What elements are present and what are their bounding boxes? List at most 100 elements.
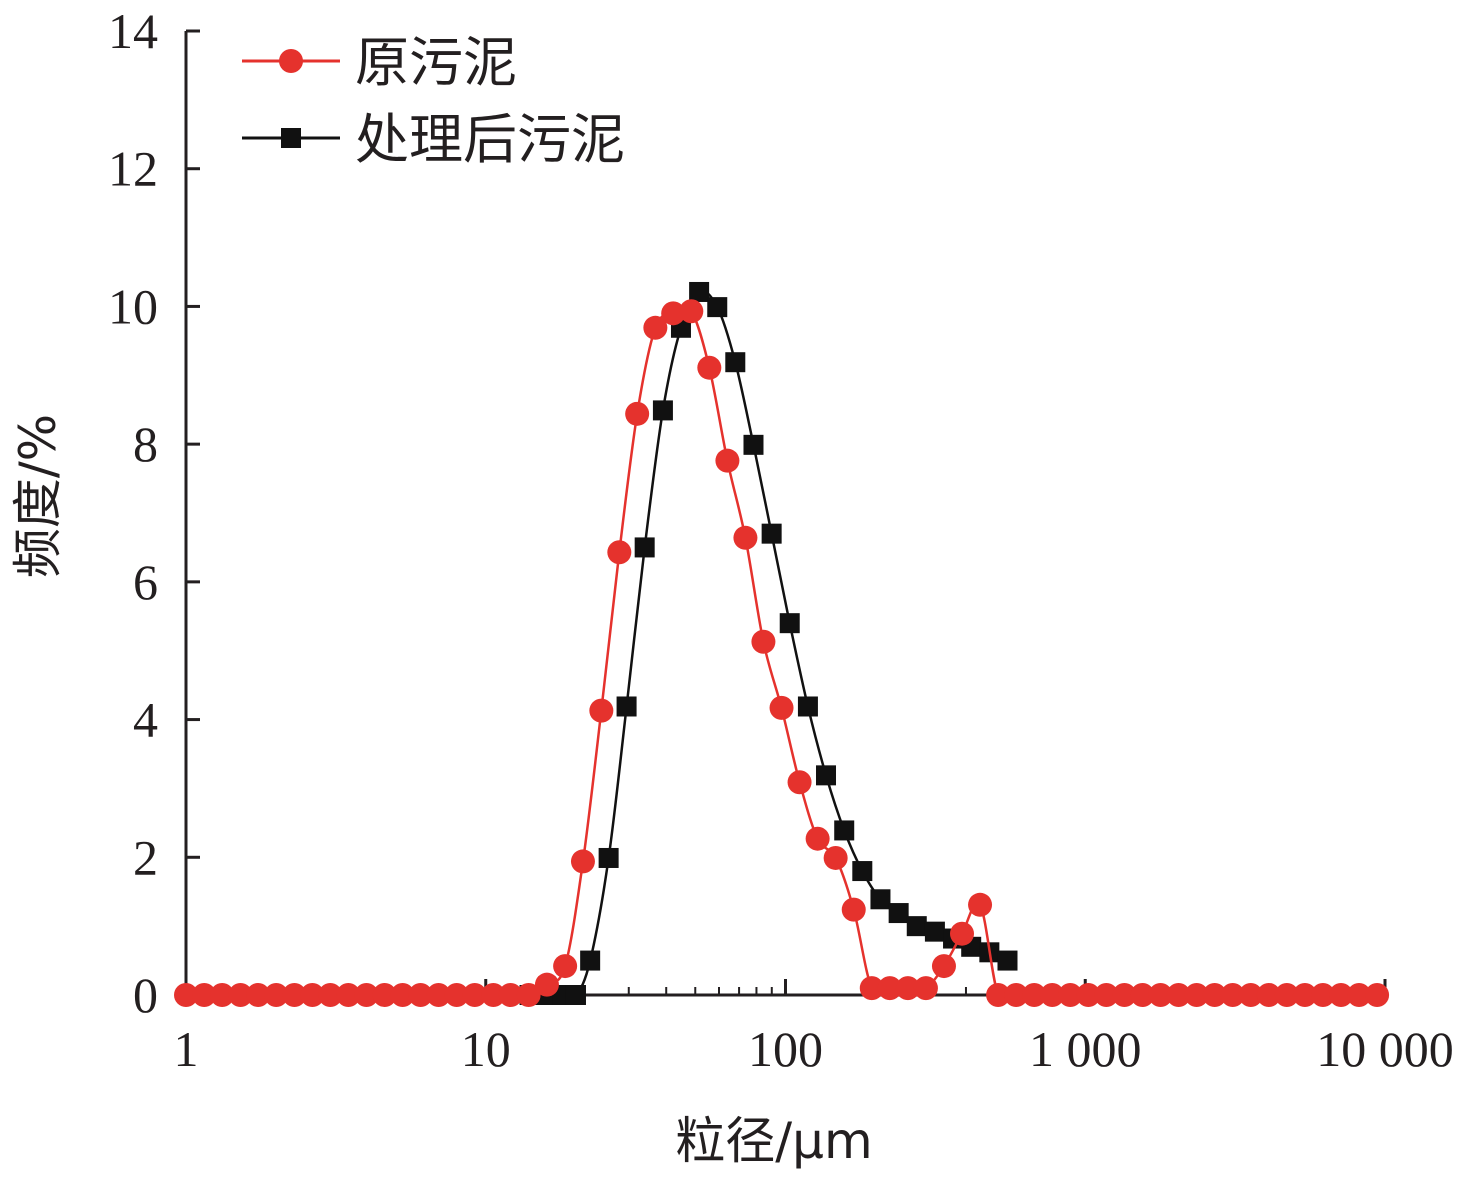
data-point-raw (336, 983, 361, 1007)
data-point-raw (390, 983, 415, 1007)
data-point-raw (1058, 983, 1083, 1007)
legend-label-raw: 原污泥 (355, 31, 517, 94)
y-tick-label: 6 (133, 554, 158, 610)
data-point-raw (877, 976, 902, 1001)
data-point-raw (769, 695, 794, 720)
data-point-raw (264, 983, 289, 1007)
y-axis-title: 频度/% (9, 414, 67, 578)
data-point-raw (950, 921, 975, 946)
data-point-raw (1094, 983, 1119, 1007)
data-point-raw (1076, 983, 1101, 1007)
data-point-raw (318, 983, 343, 1007)
data-point-raw (841, 897, 866, 922)
x-tick-label: 1 000 (1029, 1021, 1142, 1077)
data-point-raw (1256, 983, 1281, 1007)
data-point-treated (797, 696, 818, 717)
data-point-raw (210, 983, 235, 1007)
data-point-raw (462, 983, 487, 1007)
data-point-raw (1166, 983, 1191, 1007)
data-point-raw (1220, 983, 1245, 1007)
legend-marker-raw (279, 49, 303, 73)
data-point-treated (598, 847, 619, 868)
data-point-raw (823, 845, 848, 870)
series-line-raw (185, 305, 1378, 997)
data-point-treated (707, 297, 728, 318)
x-axis-ticks: 1 10 100 1 000 10 000 (174, 979, 1454, 1077)
data-point-raw (931, 954, 956, 979)
data-point-treated (997, 950, 1018, 971)
y-tick-label: 8 (133, 416, 158, 472)
data-point-raw (968, 892, 993, 917)
data-point-raw (1202, 983, 1227, 1007)
data-point-treated (816, 765, 837, 786)
data-point-raw (589, 698, 614, 723)
data-point-treated (743, 434, 764, 455)
data-point-raw (1148, 983, 1173, 1007)
data-point-raw (372, 983, 397, 1007)
data-point-raw (715, 448, 740, 473)
data-point-raw (607, 540, 632, 565)
data-point-treated (634, 537, 655, 558)
data-point-treated (870, 889, 891, 910)
y-tick-label: 14 (108, 3, 158, 59)
data-point-raw (1347, 983, 1372, 1007)
data-point-raw (751, 629, 776, 654)
y-tick-label: 0 (133, 967, 158, 1023)
data-point-raw (498, 983, 523, 1007)
data-point-raw (444, 983, 469, 1007)
data-point-raw (1130, 983, 1155, 1007)
legend-label-treated: 处理后污泥 (355, 108, 625, 171)
series-treated-sludge (519, 281, 1018, 1005)
data-point-raw (534, 972, 559, 997)
data-point-raw (354, 983, 379, 1007)
data-point-raw (986, 983, 1011, 1007)
y-tick-label: 2 (133, 829, 158, 885)
x-axis-title: 粒径/μm (675, 1112, 872, 1170)
data-point-raw (733, 525, 758, 550)
data-point-raw (481, 983, 506, 1007)
data-point-raw (1365, 983, 1390, 1007)
data-point-raw (643, 315, 668, 340)
data-point-raw (1112, 983, 1137, 1007)
data-point-raw (625, 401, 650, 426)
x-tick-label: 1 (174, 1021, 199, 1077)
axes (184, 31, 1385, 997)
data-point-treated (852, 861, 873, 882)
data-point-raw (426, 983, 451, 1007)
y-tick-label: 12 (108, 141, 158, 197)
data-point-treated (779, 613, 800, 634)
legend: 原污泥 处理后污泥 (242, 31, 625, 171)
data-point-treated (616, 696, 637, 717)
data-point-raw (570, 849, 595, 874)
data-point-raw (859, 976, 884, 1001)
data-point-treated (689, 281, 710, 302)
x-tick-label: 100 (748, 1021, 823, 1077)
data-point-raw (1329, 983, 1354, 1007)
data-point-raw (661, 301, 686, 326)
data-point-raw (1022, 983, 1047, 1007)
x-tick-label: 10 000 (1316, 1021, 1454, 1077)
data-point-raw (282, 983, 307, 1007)
data-point-raw (787, 770, 812, 795)
data-point-treated (725, 352, 746, 373)
data-point-raw (1292, 983, 1317, 1007)
y-axis-ticks: 0 2 4 6 8 10 12 14 (108, 3, 200, 1023)
data-point-raw (697, 355, 722, 380)
data-point-raw (553, 954, 578, 979)
data-point-raw (1040, 983, 1065, 1007)
data-point-raw (895, 976, 920, 1001)
data-point-treated (652, 400, 673, 421)
series-layer (174, 281, 1390, 1007)
series-raw-sludge (174, 299, 1390, 1007)
data-point-raw (1238, 983, 1263, 1007)
y-tick-label: 10 (108, 278, 158, 334)
data-point-raw (679, 299, 704, 324)
data-point-raw (246, 983, 271, 1007)
data-point-raw (174, 983, 198, 1007)
data-point-raw (408, 983, 433, 1007)
data-point-raw (913, 976, 938, 1001)
data-point-raw (1274, 983, 1299, 1007)
data-point-treated (761, 523, 782, 544)
data-point-raw (1310, 983, 1335, 1007)
